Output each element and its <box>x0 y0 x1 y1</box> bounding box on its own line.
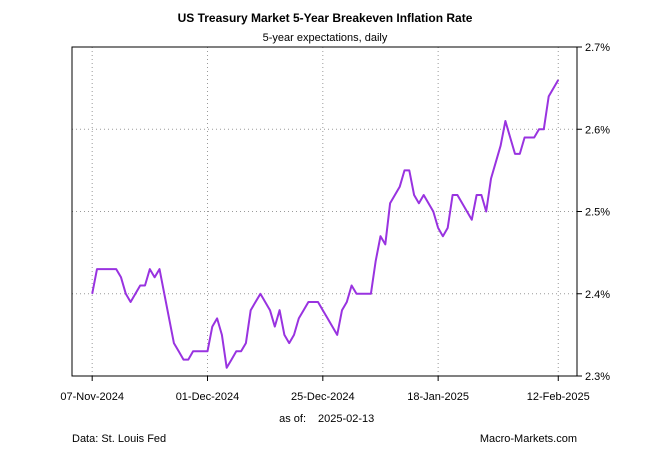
x-axis: 07-Nov-2024 01-Dec-2024 25-Dec-2024 18-Jan-… <box>60 376 590 403</box>
x-tick-label: 07-Nov-2024 <box>60 391 124 403</box>
series-line <box>91 79 560 369</box>
y-axis: 2.3% 2.4% 2.5% 2.6% 2.7% <box>577 42 610 383</box>
as-of-date: 2025-02-13 <box>318 413 374 425</box>
series-layer <box>91 79 560 369</box>
x-tick-label: 25-Dec-2024 <box>291 391 355 403</box>
brand-label: Macro-Markets.com <box>480 433 577 445</box>
gridlines <box>72 46 577 377</box>
as-of-label: as of: <box>279 413 306 425</box>
chart-subtitle: 5-year expectations, daily <box>263 32 388 44</box>
chart-title: US Treasury Market 5-Year Breakeven Infl… <box>178 11 473 25</box>
data-source-label: Data: St. Louis Fed <box>72 433 166 445</box>
y-tick-label: 2.6% <box>585 124 610 136</box>
y-tick-label: 2.4% <box>585 289 610 301</box>
x-tick-label: 18-Jan-2025 <box>407 391 469 403</box>
y-tick-label: 2.5% <box>585 207 610 219</box>
y-tick-label: 2.7% <box>585 42 610 54</box>
x-tick-label: 12-Feb-2025 <box>527 391 590 403</box>
x-tick-label: 01-Dec-2024 <box>176 391 240 403</box>
y-tick-label: 2.3% <box>585 371 610 383</box>
